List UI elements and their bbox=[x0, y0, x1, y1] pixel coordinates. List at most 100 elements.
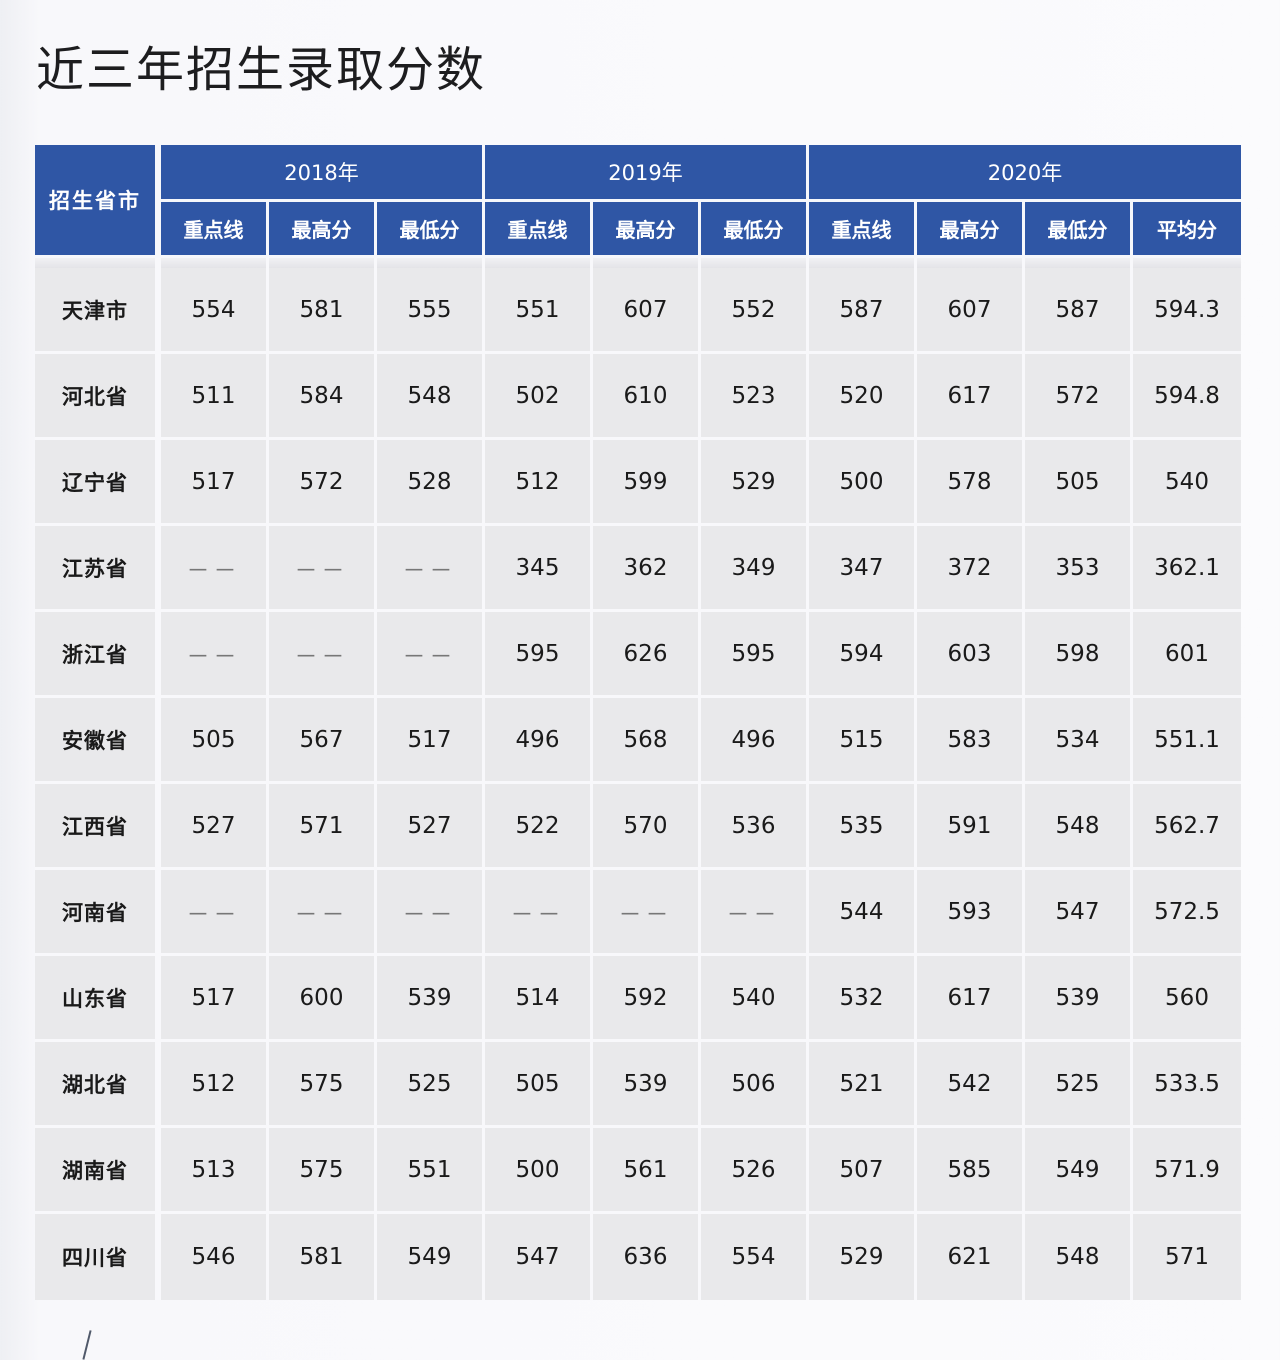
score-cell-2018-highest: 571 bbox=[269, 784, 377, 870]
score-cell-2019-highest: 607 bbox=[593, 268, 701, 354]
table-row: 湖北省 512 575 525 505 539 506 521 542 525 533.5 bbox=[35, 1042, 1241, 1128]
score-cell-2019-highest: 599 bbox=[593, 440, 701, 526]
year-header-2020: 2020年 bbox=[809, 145, 1241, 202]
col-header-2020-average: 平均分 bbox=[1133, 202, 1241, 258]
score-cell-2018-highest: －－ bbox=[269, 612, 377, 698]
col-header-2020-highest: 最高分 bbox=[917, 202, 1025, 258]
year-header-2018: 2018年 bbox=[161, 145, 485, 202]
score-cell-2020-key-line: 587 bbox=[809, 268, 917, 354]
score-cell-2019-key-line: 522 bbox=[485, 784, 593, 870]
score-cell-2018-lowest: 525 bbox=[377, 1042, 485, 1128]
page-title: 近三年招生录取分数 bbox=[36, 42, 487, 98]
score-cell-2020-average: 362.1 bbox=[1133, 526, 1241, 612]
col-header-2020-key-line: 重点线 bbox=[809, 202, 917, 258]
score-cell-2020-highest: 585 bbox=[917, 1128, 1025, 1214]
score-cell-2019-highest: 636 bbox=[593, 1214, 701, 1300]
score-cell-2019-lowest: 536 bbox=[701, 784, 809, 870]
score-cell-2020-lowest: 587 bbox=[1025, 268, 1133, 354]
table-row: 山东省 517 600 539 514 592 540 532 617 539 560 bbox=[35, 956, 1241, 1042]
score-cell-2020-average: 572.5 bbox=[1133, 870, 1241, 956]
shadow-cell bbox=[917, 258, 1025, 268]
shadow-cell bbox=[1133, 258, 1241, 268]
admission-score-table: 招生省市 2018年 2019年 2020年 重点线 最高分 最低分 重点线 最… bbox=[35, 145, 1241, 1300]
score-cell-2018-key-line: 505 bbox=[161, 698, 269, 784]
score-cell-2019-highest: 561 bbox=[593, 1128, 701, 1214]
col-header-2018-key-line: 重点线 bbox=[161, 202, 269, 258]
score-cell-2019-key-line: 595 bbox=[485, 612, 593, 698]
shadow-cell bbox=[593, 258, 701, 268]
score-cell-2019-highest: 539 bbox=[593, 1042, 701, 1128]
score-cell-2019-lowest: 529 bbox=[701, 440, 809, 526]
table-row: 湖南省 513 575 551 500 561 526 507 585 549 571.9 bbox=[35, 1128, 1241, 1214]
province-cell: 辽宁省 bbox=[35, 440, 161, 526]
score-cell-2020-lowest: 548 bbox=[1025, 1214, 1133, 1300]
score-cell-2019-key-line: 512 bbox=[485, 440, 593, 526]
table-row: 辽宁省 517 572 528 512 599 529 500 578 505 540 bbox=[35, 440, 1241, 526]
province-cell: 河北省 bbox=[35, 354, 161, 440]
table-row: 四川省 546 581 549 547 636 554 529 621 548 571 bbox=[35, 1214, 1241, 1300]
table-row: 江苏省 －－ －－ －－ 345 362 349 347 372 353 362.1 bbox=[35, 526, 1241, 612]
score-cell-2020-key-line: 535 bbox=[809, 784, 917, 870]
score-cell-2019-key-line: 505 bbox=[485, 1042, 593, 1128]
header-shadow-row bbox=[35, 258, 1241, 268]
score-cell-2018-lowest: 517 bbox=[377, 698, 485, 784]
score-cell-2020-highest: 593 bbox=[917, 870, 1025, 956]
score-cell-2020-average: 571 bbox=[1133, 1214, 1241, 1300]
score-cell-2020-lowest: 547 bbox=[1025, 870, 1133, 956]
score-cell-2018-lowest: 549 bbox=[377, 1214, 485, 1300]
score-cell-2020-key-line: 347 bbox=[809, 526, 917, 612]
province-cell: 江西省 bbox=[35, 784, 161, 870]
score-cell-2020-lowest: 505 bbox=[1025, 440, 1133, 526]
col-header-2020-lowest: 最低分 bbox=[1025, 202, 1133, 258]
score-cell-2018-highest: 584 bbox=[269, 354, 377, 440]
score-cell-2019-highest: 626 bbox=[593, 612, 701, 698]
score-cell-2020-highest: 591 bbox=[917, 784, 1025, 870]
table-row: 安徽省 505 567 517 496 568 496 515 583 534 551.1 bbox=[35, 698, 1241, 784]
table-row: 天津市 554 581 555 551 607 552 587 607 587 594.3 bbox=[35, 268, 1241, 354]
decorative-slash bbox=[82, 1330, 92, 1360]
province-cell: 四川省 bbox=[35, 1214, 161, 1300]
score-cell-2020-key-line: 529 bbox=[809, 1214, 917, 1300]
score-cell-2018-lowest: 551 bbox=[377, 1128, 485, 1214]
province-cell: 安徽省 bbox=[35, 698, 161, 784]
province-cell: 江苏省 bbox=[35, 526, 161, 612]
shadow-cell bbox=[161, 258, 269, 268]
score-cell-2020-highest: 542 bbox=[917, 1042, 1025, 1128]
score-cell-2018-highest: 575 bbox=[269, 1128, 377, 1214]
score-cell-2020-lowest: 525 bbox=[1025, 1042, 1133, 1128]
table-header: 招生省市 2018年 2019年 2020年 重点线 最高分 最低分 重点线 最… bbox=[35, 145, 1241, 258]
score-cell-2020-average: 601 bbox=[1133, 612, 1241, 698]
score-cell-2019-key-line: －－ bbox=[485, 870, 593, 956]
score-cell-2018-highest: 581 bbox=[269, 268, 377, 354]
score-cell-2018-key-line: 512 bbox=[161, 1042, 269, 1128]
score-cell-2018-highest: 600 bbox=[269, 956, 377, 1042]
score-cell-2020-average: 540 bbox=[1133, 440, 1241, 526]
score-cell-2020-lowest: 572 bbox=[1025, 354, 1133, 440]
province-cell: 天津市 bbox=[35, 268, 161, 354]
score-cell-2019-lowest: －－ bbox=[701, 870, 809, 956]
col-header-2018-lowest: 最低分 bbox=[377, 202, 485, 258]
score-cell-2018-lowest: 548 bbox=[377, 354, 485, 440]
score-cell-2020-average: 594.8 bbox=[1133, 354, 1241, 440]
score-cell-2020-highest: 583 bbox=[917, 698, 1025, 784]
score-cell-2019-key-line: 500 bbox=[485, 1128, 593, 1214]
score-cell-2019-highest: 362 bbox=[593, 526, 701, 612]
col-header-2018-highest: 最高分 bbox=[269, 202, 377, 258]
score-cell-2020-lowest: 548 bbox=[1025, 784, 1133, 870]
table-body: 天津市 554 581 555 551 607 552 587 607 587 594.3 河北省 51… bbox=[35, 258, 1241, 1300]
score-cell-2018-lowest: 539 bbox=[377, 956, 485, 1042]
score-cell-2019-highest: 610 bbox=[593, 354, 701, 440]
score-cell-2020-key-line: 515 bbox=[809, 698, 917, 784]
score-cell-2020-key-line: 544 bbox=[809, 870, 917, 956]
score-cell-2018-lowest: 528 bbox=[377, 440, 485, 526]
score-cell-2020-key-line: 507 bbox=[809, 1128, 917, 1214]
col-header-2019-highest: 最高分 bbox=[593, 202, 701, 258]
score-cell-2020-lowest: 534 bbox=[1025, 698, 1133, 784]
score-cell-2018-key-line: 511 bbox=[161, 354, 269, 440]
score-cell-2020-average: 560 bbox=[1133, 956, 1241, 1042]
score-cell-2019-lowest: 552 bbox=[701, 268, 809, 354]
score-cell-2018-lowest: －－ bbox=[377, 870, 485, 956]
score-cell-2018-highest: 575 bbox=[269, 1042, 377, 1128]
province-cell: 河南省 bbox=[35, 870, 161, 956]
score-cell-2019-lowest: 523 bbox=[701, 354, 809, 440]
